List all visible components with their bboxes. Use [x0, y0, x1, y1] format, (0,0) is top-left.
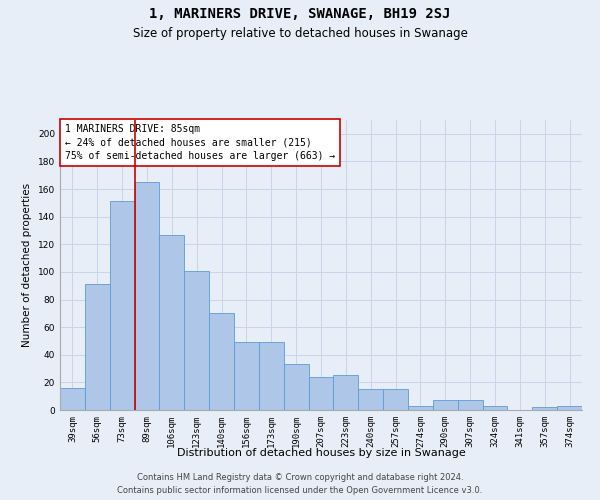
Bar: [383, 390, 408, 410]
Bar: [259, 342, 284, 410]
Text: Contains public sector information licensed under the Open Government Licence v3: Contains public sector information licen…: [118, 486, 482, 495]
Bar: [284, 364, 308, 410]
Bar: [532, 407, 557, 410]
Bar: [308, 377, 334, 410]
Text: Distribution of detached houses by size in Swanage: Distribution of detached houses by size …: [176, 448, 466, 458]
Bar: [209, 314, 234, 410]
Bar: [408, 406, 433, 410]
Text: 1, MARINERS DRIVE, SWANAGE, BH19 2SJ: 1, MARINERS DRIVE, SWANAGE, BH19 2SJ: [149, 8, 451, 22]
Bar: [60, 388, 85, 410]
Text: 1 MARINERS DRIVE: 85sqm
← 24% of detached houses are smaller (215)
75% of semi-d: 1 MARINERS DRIVE: 85sqm ← 24% of detache…: [65, 124, 335, 161]
Bar: [134, 182, 160, 410]
Bar: [358, 390, 383, 410]
Bar: [234, 342, 259, 410]
Text: Contains HM Land Registry data © Crown copyright and database right 2024.: Contains HM Land Registry data © Crown c…: [137, 472, 463, 482]
Text: Size of property relative to detached houses in Swanage: Size of property relative to detached ho…: [133, 28, 467, 40]
Bar: [85, 284, 110, 410]
Bar: [458, 400, 482, 410]
Y-axis label: Number of detached properties: Number of detached properties: [22, 183, 32, 347]
Bar: [110, 202, 134, 410]
Bar: [482, 406, 508, 410]
Bar: [334, 376, 358, 410]
Bar: [433, 400, 458, 410]
Bar: [184, 270, 209, 410]
Bar: [160, 234, 184, 410]
Bar: [557, 406, 582, 410]
